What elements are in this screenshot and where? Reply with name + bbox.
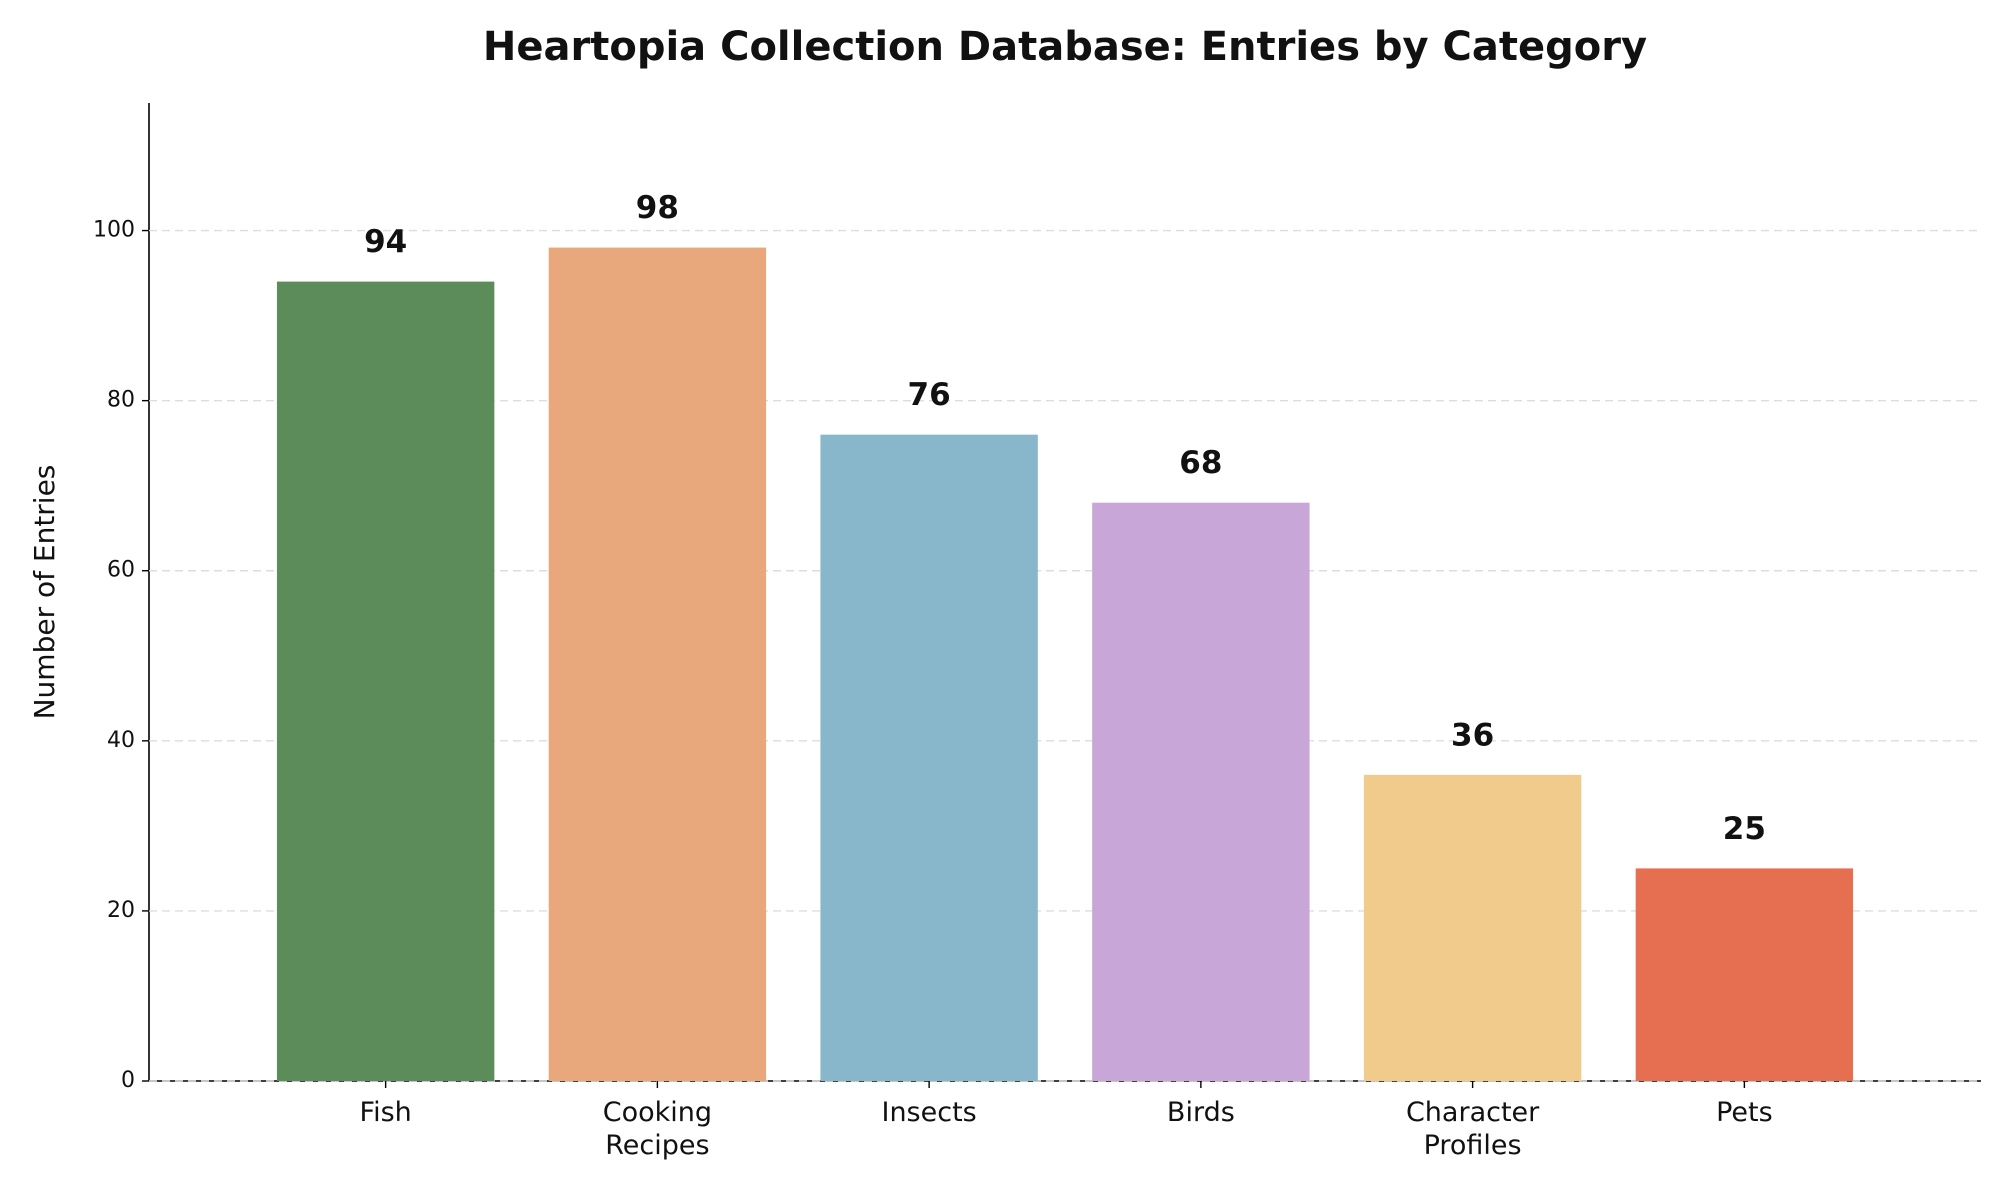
y-tick-label: 40 — [107, 728, 135, 753]
bar — [548, 247, 767, 1081]
x-tick-label: Character Profiles — [1405, 1097, 1540, 1161]
bar — [1092, 502, 1310, 1081]
bar — [1363, 774, 1582, 1081]
value-label: 25 — [1723, 811, 1766, 847]
y-tick-label: 100 — [93, 218, 135, 243]
value-label: 36 — [1451, 717, 1494, 753]
y-tick-label: 80 — [107, 388, 135, 413]
bar — [820, 434, 1038, 1081]
x-tick-label: Pets — [1716, 1097, 1773, 1128]
bar — [276, 281, 495, 1081]
x-tick-label: Insects — [881, 1097, 977, 1128]
y-axis-label: Number of Entries — [28, 465, 61, 720]
x-tick-label: Birds — [1166, 1097, 1235, 1128]
value-label: 94 — [364, 224, 407, 260]
value-label: 98 — [636, 190, 679, 226]
y-tick-label: 60 — [107, 558, 135, 583]
chart-title: Heartopia Collection Database: Entries b… — [483, 24, 1647, 70]
x-tick-label: Cooking Recipes — [602, 1097, 713, 1161]
y-tick-label: 20 — [107, 898, 135, 923]
value-label: 68 — [1179, 445, 1222, 481]
value-label: 76 — [908, 377, 951, 413]
bar — [1635, 868, 1854, 1081]
y-tick-label: 0 — [121, 1068, 135, 1093]
x-tick-label: Fish — [359, 1097, 412, 1128]
